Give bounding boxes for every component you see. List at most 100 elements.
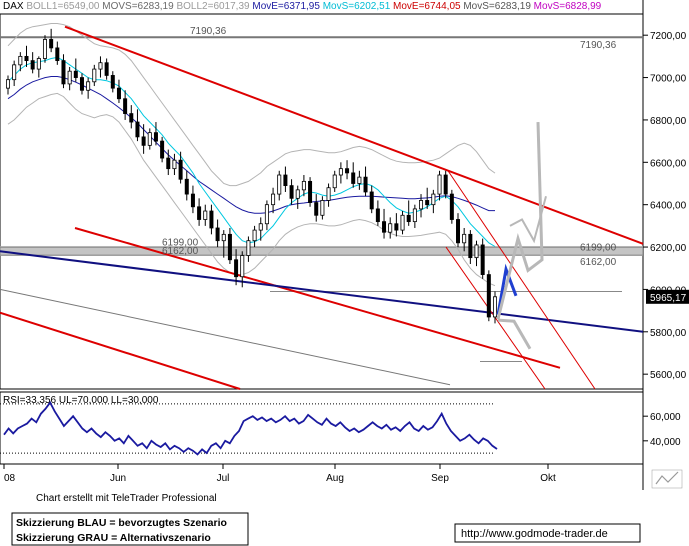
blue-scenario-path	[496, 263, 518, 316]
candle-up	[437, 174, 442, 195]
trend-lines	[0, 25, 644, 390]
support-band	[0, 245, 643, 256]
price-tick-label: 7200,00	[650, 31, 687, 42]
candle-up	[271, 193, 276, 206]
header-item: MovS=6202,51	[320, 1, 391, 12]
indicator-header: DAX BOLL1=6549,00 MOVS=6283,19 BOLL2=601…	[3, 1, 602, 12]
candle-up	[42, 39, 47, 59]
price-tick-label: 6600,00	[650, 158, 687, 169]
price-axis-panel	[643, 0, 689, 490]
candle-down	[184, 178, 189, 195]
legend-gray-text: Skizzierung GRAU = Alternativszenario	[16, 532, 211, 544]
candle-up	[326, 187, 331, 201]
candle-up	[301, 180, 306, 191]
candle-down	[308, 180, 313, 203]
candle-down	[73, 70, 78, 78]
price-tick-label: 6800,00	[650, 116, 687, 127]
candle-up	[240, 255, 245, 278]
time-tick-label: 08	[4, 473, 16, 484]
candle-down	[369, 191, 374, 210]
candle-up	[388, 223, 393, 233]
rsi-series: 60,000 40,000	[0, 400, 681, 456]
candle-down	[160, 140, 165, 159]
candle-up	[419, 200, 424, 210]
gray-trendline	[0, 288, 451, 386]
candle-up	[357, 176, 362, 184]
url-box	[454, 523, 641, 543]
candle-down	[123, 98, 128, 114]
candle-up	[492, 296, 497, 318]
candle-down	[425, 200, 430, 206]
candle-up	[98, 62, 103, 70]
horizontal-levels	[0, 36, 643, 362]
teletrader-logo	[651, 469, 683, 489]
candle-down	[351, 172, 356, 184]
candle-up	[431, 193, 436, 206]
bollinger-upper	[7, 23, 496, 187]
price-tick-label: 6400,00	[650, 201, 687, 212]
header-item: MOVS=6283,19	[99, 1, 174, 12]
candle-down	[116, 87, 121, 100]
candle-up	[86, 81, 91, 91]
candle-up	[18, 55, 23, 66]
candle-up	[172, 159, 177, 170]
candle-down	[375, 208, 380, 223]
scenario-sketch	[496, 122, 547, 350]
candle-up	[147, 132, 152, 146]
candle-up	[320, 200, 325, 216]
candle-down	[49, 39, 54, 49]
candle-down	[141, 136, 146, 146]
candle-up	[295, 189, 300, 199]
price-axis-ticks: 7200,00 7000,00 6800,00 6600,00 6400,00 6200,…	[643, 31, 687, 381]
level-6162-label-right: 6162,00	[580, 257, 617, 268]
time-axis-ticks: 08 Jun Jul Aug Sep Okt	[3, 464, 556, 484]
symbol-label: DAX	[3, 1, 24, 12]
candle-down	[110, 75, 115, 89]
candle-down	[289, 185, 294, 199]
price-tick-label: 7000,00	[650, 74, 687, 85]
candle-down	[61, 60, 66, 85]
gray-scenario-path-mid	[509, 195, 547, 244]
price-tick-label: 6200,00	[650, 243, 687, 254]
candle-up	[462, 233, 467, 244]
candle-down	[382, 221, 387, 233]
candle-up	[252, 229, 257, 242]
candle-down	[468, 233, 473, 259]
candle-down	[209, 210, 214, 229]
candle-down	[345, 168, 350, 174]
level-6199-label-left: 6199,00	[162, 237, 199, 248]
candle-down	[135, 121, 140, 138]
candle-down	[104, 62, 109, 76]
header-item: MovE=6371,95	[250, 1, 321, 12]
header-item: BOLL2=6017,39	[174, 1, 250, 12]
header-item: MovE=6744,05	[390, 1, 461, 12]
rsi-tick-label: 60,000	[650, 412, 681, 423]
time-tick-label: Aug	[326, 473, 344, 484]
candle-up	[6, 79, 11, 89]
red-thin-upper	[447, 170, 596, 390]
bollinger-bands	[7, 23, 496, 287]
time-tick-label: Sep	[431, 473, 449, 484]
candle-up	[258, 223, 263, 231]
candle-down	[363, 176, 368, 193]
red-channel-middle	[74, 227, 561, 369]
time-tick-label: Jul	[217, 473, 230, 484]
header-item: MovS=6828,99	[531, 1, 602, 12]
candle-down	[449, 193, 454, 220]
support-band-rect	[0, 245, 643, 256]
chart-credit: Chart erstellt mit TeleTrader Profession…	[36, 493, 217, 504]
navy-trendline	[0, 250, 644, 333]
candle-up	[400, 214, 405, 231]
website-link[interactable]: http://www.godmode-trader.de	[461, 528, 608, 540]
candle-up	[412, 208, 417, 223]
last-price-box	[646, 289, 689, 304]
candle-up	[246, 240, 251, 256]
rsi-header: RSI=33,356 UL=70,000 LL=30,000	[3, 395, 159, 406]
candle-down	[486, 274, 491, 318]
candle-down	[153, 132, 158, 142]
price-tick-label: 5800,00	[650, 328, 687, 339]
red-channel-lower	[0, 311, 241, 390]
price-tick-label: 5600,00	[650, 370, 687, 381]
header-item: BOLL1=6549,00	[26, 1, 100, 12]
